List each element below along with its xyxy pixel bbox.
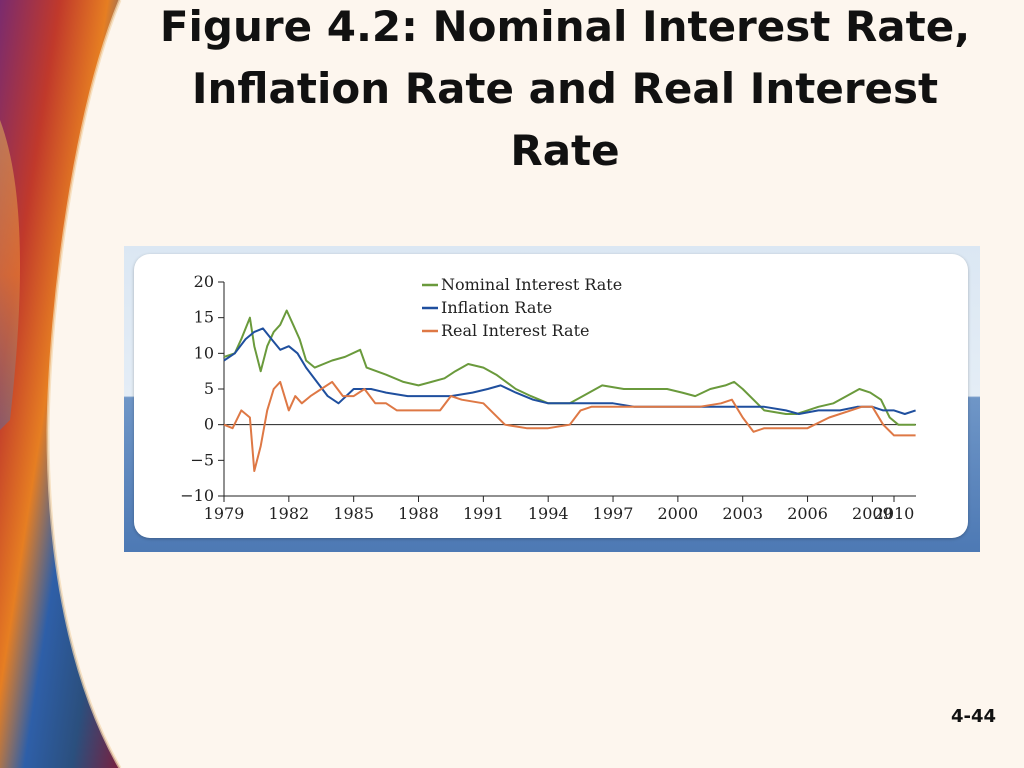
slide-title: Figure 4.2: Nominal Interest Rate, Infla… [100, 0, 1024, 182]
figure-frame: 20 15 10 5 0 −5 −10 1979 1982 1985 1988 1991 1994 199… [124, 246, 980, 552]
feather-edge [46, 0, 122, 768]
x-tick-label: 2009 [852, 504, 893, 523]
legend-label-real-interest-rate: Real Interest Rate [441, 321, 589, 340]
legend-label-inflation-rate: Inflation Rate [441, 298, 552, 317]
y-tick-label: −5 [190, 450, 214, 469]
chart-legend: Nominal Interest Rate Inflation Rate Real … [422, 275, 622, 340]
series-line-inflation-rate [223, 327, 916, 415]
series-line-nominal-interest-rate [223, 309, 916, 426]
legend-label-nominal-interest-rate: Nominal Interest Rate [441, 275, 622, 294]
x-tick-label: 2003 [722, 504, 763, 523]
chart-series-group [223, 309, 916, 472]
x-tick-label: 1982 [268, 504, 309, 523]
series-line-real-interest-rate [223, 380, 916, 472]
x-tick-label: 1979 [204, 504, 245, 523]
slide-number: 4-44 [950, 706, 996, 727]
x-tick-label: 1988 [398, 504, 439, 523]
y-tick-label: 5 [204, 379, 214, 398]
slide-title-line: Rate [510, 126, 620, 175]
x-tick-label: 1985 [333, 504, 374, 523]
x-tick-label: 2000 [658, 504, 699, 523]
feather-highlight [0, 120, 20, 430]
x-tick-label: 2006 [787, 504, 828, 523]
y-tick-label: −10 [180, 486, 214, 505]
x-tick-label: 2010 [874, 504, 915, 523]
y-tick-label: 20 [194, 272, 214, 291]
slide-title-line: Figure 4.2: Nominal Interest Rate, [159, 2, 971, 51]
y-tick-label: 15 [194, 308, 214, 327]
chart-card: 20 15 10 5 0 −5 −10 1979 1982 1985 1988 1991 1994 199… [134, 254, 968, 538]
y-tick-label: 10 [194, 343, 214, 362]
x-tick-label: 1991 [463, 504, 504, 523]
y-tick-label: 0 [204, 415, 214, 434]
slide-title-line: Inflation Rate and Real Interest [191, 64, 939, 113]
x-tick-label: 1994 [528, 504, 569, 523]
feather-art [0, 0, 120, 768]
x-tick-label: 1997 [593, 504, 634, 523]
